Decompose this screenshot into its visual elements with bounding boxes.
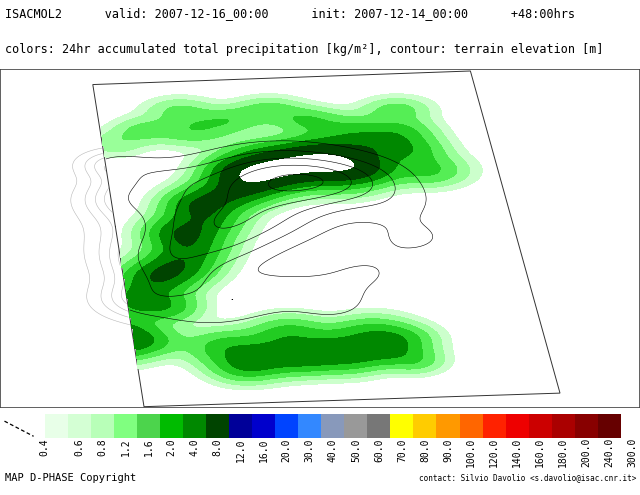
Text: 80.0: 80.0 [420,438,430,461]
Text: 30.0: 30.0 [305,438,315,461]
Bar [367,414,390,438]
Bar [45,414,68,438]
Text: 16.0: 16.0 [259,438,269,461]
Text: 1.6: 1.6 [143,438,154,456]
Bar [160,414,183,438]
Text: 1.2: 1.2 [120,438,131,456]
Bar [206,414,229,438]
Text: 8.0: 8.0 [212,438,223,456]
Bar [506,414,529,438]
Text: 50.0: 50.0 [351,438,361,461]
Text: 2.0: 2.0 [166,438,177,456]
Bar [114,414,137,438]
Bar [575,414,598,438]
Bar [529,414,552,438]
Bar [598,414,621,438]
Bar [298,414,321,438]
Text: 60.0: 60.0 [374,438,384,461]
Text: 160.0: 160.0 [535,438,545,467]
Text: 20.0: 20.0 [282,438,292,461]
Text: MAP D-PHASE Copyright: MAP D-PHASE Copyright [5,473,136,483]
Text: 120.0: 120.0 [489,438,499,467]
Text: 40.0: 40.0 [328,438,338,461]
Polygon shape [93,71,560,407]
Bar [68,414,91,438]
Polygon shape [614,414,632,438]
Text: 100.0: 100.0 [466,438,476,467]
Text: 70.0: 70.0 [397,438,407,461]
Bar [321,414,344,438]
Text: 140.0: 140.0 [512,438,522,467]
Bar [91,414,114,438]
Text: 240.0: 240.0 [604,438,614,467]
Text: 90.0: 90.0 [443,438,453,461]
Bar [137,414,160,438]
Text: contact: Silvio Davolio <s.davolio@isac.cnr.it>: contact: Silvio Davolio <s.davolio@isac.… [419,473,637,482]
Text: colors: 24hr accumulated total precipitation [kg/m²], contour: terrain elevation: colors: 24hr accumulated total precipita… [5,43,604,56]
Bar [229,414,252,438]
Text: 12.0: 12.0 [236,438,246,461]
Bar [183,414,206,438]
Bar [275,414,298,438]
Bar [552,414,575,438]
Text: 200.0: 200.0 [581,438,591,467]
Bar [436,414,460,438]
Text: 4.0: 4.0 [189,438,200,456]
Bar [483,414,506,438]
Bar [390,414,413,438]
Bar [413,414,436,438]
Text: 0.4: 0.4 [40,438,50,456]
Text: 300.0: 300.0 [627,438,637,467]
Text: 0.8: 0.8 [97,438,108,456]
Text: ISACMOL2      valid: 2007-12-16_00:00      init: 2007-12-14_00:00      +48:00hrs: ISACMOL2 valid: 2007-12-16_00:00 init: 2… [5,7,575,20]
Bar [344,414,367,438]
Bar [252,414,275,438]
Text: 0.6: 0.6 [74,438,84,456]
Text: 180.0: 180.0 [558,438,568,467]
Bar [460,414,483,438]
